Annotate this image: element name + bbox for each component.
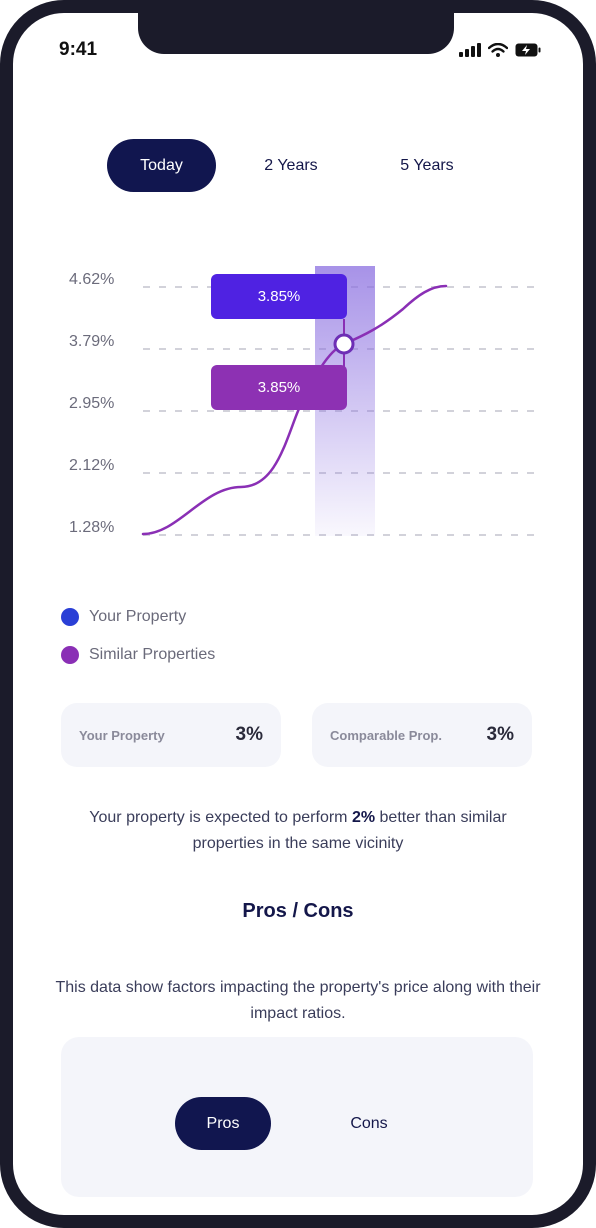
status-icons <box>459 41 541 59</box>
tab-today[interactable]: Today <box>107 139 216 192</box>
tab-5-years[interactable]: 5 Years <box>400 156 454 174</box>
tab-cons[interactable]: Cons <box>350 1114 388 1132</box>
highlight-point[interactable] <box>333 333 355 355</box>
performance-highlight: 2% <box>351 809 376 826</box>
status-time: 9:41 <box>59 39 98 60</box>
battery-charging-icon <box>515 43 541 57</box>
signal-icon <box>459 43 481 57</box>
card-label: Comparable Prop. <box>330 727 442 743</box>
tooltip-similar-properties: 3.85% <box>211 365 347 410</box>
y-tick-label: 3.79% <box>69 333 115 350</box>
tooltip-your-property: 3.85% <box>211 274 347 319</box>
pros-cons-panel <box>61 1037 533 1197</box>
y-tick-label: 2.12% <box>69 457 115 474</box>
performance-summary: Your property is expected to perform 2% … <box>53 805 543 857</box>
phone-notch <box>138 13 454 54</box>
legend-dot-icon <box>61 608 79 626</box>
card-label: Your Property <box>79 727 165 743</box>
legend-label: Similar Properties <box>89 646 216 663</box>
card-comparable-property: Comparable Prop. 3% <box>312 703 532 767</box>
legend-similar-properties: Similar Properties <box>61 644 215 666</box>
pros-cons-description: This data show factors impacting the pro… <box>55 979 541 1022</box>
y-tick-label: 1.28% <box>69 519 115 536</box>
tab-2-years[interactable]: 2 Years <box>264 156 318 174</box>
legend-dot-icon <box>61 646 79 664</box>
legend-label: Your Property <box>89 608 187 625</box>
y-tick-label: 2.95% <box>69 395 115 412</box>
performance-suffix: better than similar properties in the sa… <box>192 809 507 852</box>
legend-your-property: Your Property <box>61 606 186 628</box>
card-value: 3% <box>486 724 514 745</box>
tab-pros[interactable]: Pros <box>175 1097 271 1150</box>
wifi-icon <box>488 43 508 57</box>
card-value: 3% <box>235 724 263 745</box>
performance-prefix: Your property is expected to perform <box>89 809 352 826</box>
pros-cons-title: Pros / Cons <box>242 900 354 922</box>
y-tick-label: 4.62% <box>69 271 115 288</box>
card-your-property: Your Property 3% <box>61 703 281 767</box>
